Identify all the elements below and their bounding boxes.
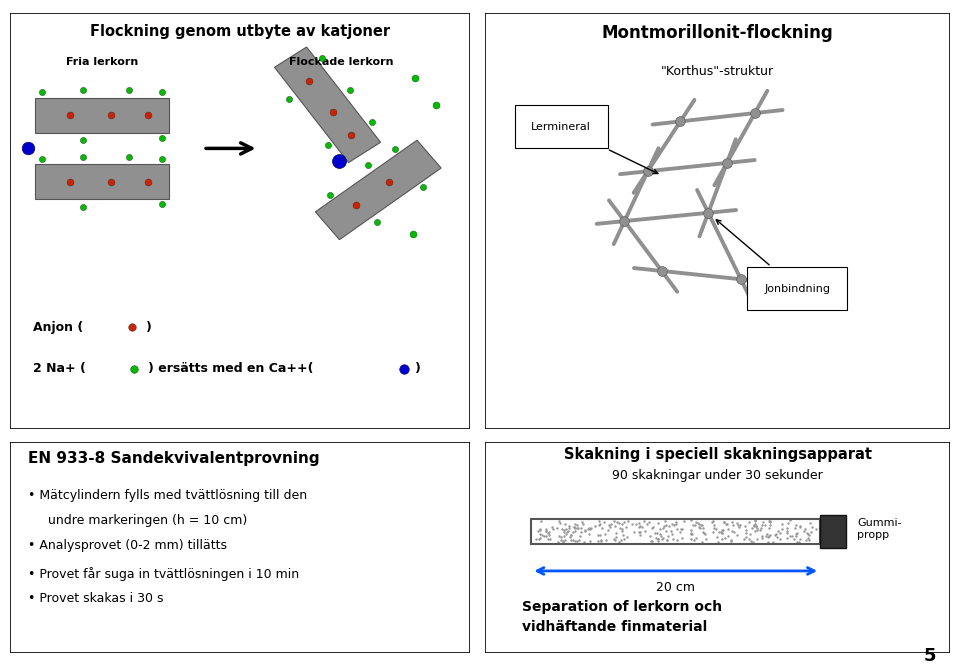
- Text: Separation of lerkorn och
vidhäftande finmaterial: Separation of lerkorn och vidhäftande fi…: [522, 600, 722, 634]
- Text: Flockade lerkorn: Flockade lerkorn: [289, 57, 394, 67]
- Bar: [35, 98, 169, 133]
- Text: • Analysprovet (0-2 mm) tillätts: • Analysprovet (0-2 mm) tillätts: [28, 539, 227, 552]
- Text: ): ): [415, 362, 421, 375]
- Text: • Mätcylindern fylls med tvättlösning till den: • Mätcylindern fylls med tvättlösning ti…: [28, 488, 307, 502]
- Bar: [275, 47, 380, 163]
- Text: EN 933-8 Sandekvivalentprovning: EN 933-8 Sandekvivalentprovning: [28, 451, 320, 466]
- Text: 2 Na+ (: 2 Na+ (: [33, 362, 85, 375]
- Text: Skakning i speciell skakningsapparat: Skakning i speciell skakningsapparat: [564, 448, 872, 462]
- Text: Jonbindning: Jonbindning: [716, 220, 830, 293]
- Text: 20 cm: 20 cm: [657, 582, 695, 594]
- Text: • Provet får suga in tvättlösningen i 10 min: • Provet får suga in tvättlösningen i 10…: [28, 567, 300, 581]
- Text: 5: 5: [924, 647, 936, 665]
- Text: ): ): [146, 320, 152, 334]
- Text: Anjon (: Anjon (: [33, 320, 83, 334]
- Text: 90 skakningar under 30 sekunder: 90 skakningar under 30 sekunder: [612, 468, 823, 482]
- Text: ) ersätts med en Ca++(: ) ersätts med en Ca++(: [148, 362, 313, 375]
- Bar: [820, 515, 846, 548]
- Text: "Korthus"-struktur: "Korthus"-struktur: [661, 66, 774, 78]
- Text: Lermineral: Lermineral: [532, 122, 658, 174]
- Bar: [315, 140, 442, 240]
- Bar: [532, 519, 820, 543]
- Bar: [35, 164, 169, 199]
- Text: undre markeringen (h = 10 cm): undre markeringen (h = 10 cm): [28, 514, 248, 527]
- Text: Montmorillonit-flockning: Montmorillonit-flockning: [602, 23, 833, 42]
- Text: Flockning genom utbyte av katjoner: Flockning genom utbyte av katjoner: [90, 23, 390, 39]
- Text: Fria lerkorn: Fria lerkorn: [65, 57, 138, 67]
- Text: Gummi-
propp: Gummi- propp: [857, 519, 901, 540]
- Bar: [532, 519, 820, 543]
- Text: • Provet skakas i 30 s: • Provet skakas i 30 s: [28, 592, 163, 605]
